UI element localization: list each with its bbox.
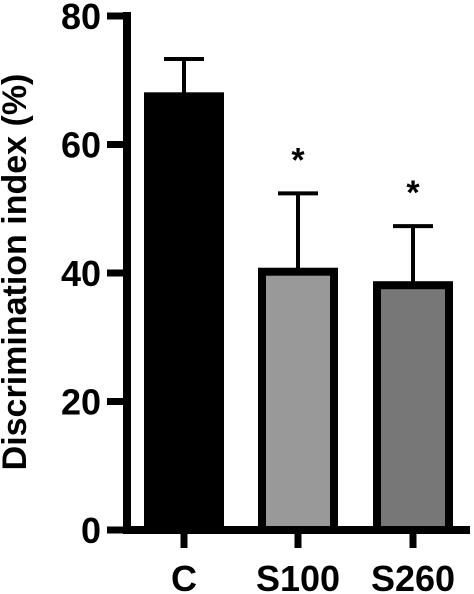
y-tick-label-80: 80 [61, 0, 101, 37]
tick-labels: 0 20 40 60 80 C S100 * S260 * [61, 0, 455, 594]
bar-s260 [373, 281, 453, 534]
y-tick-label-20: 20 [61, 382, 101, 423]
significance-marker-s260: * [406, 174, 420, 212]
y-axis-label: Discrimination index (%) [0, 74, 34, 471]
y-tick-label-0: 0 [81, 510, 101, 551]
y-tick-label-40: 40 [61, 253, 101, 294]
x-tick-label-s260: S260 [371, 558, 455, 594]
bar-c [144, 92, 224, 534]
y-tick-label-60: 60 [61, 125, 101, 166]
error-bars [164, 57, 433, 286]
x-tick-label-s100: S100 [256, 558, 340, 594]
x-tick-label-c: C [171, 558, 197, 594]
bar-s100 [258, 267, 338, 534]
significance-marker-s100: * [291, 141, 305, 179]
